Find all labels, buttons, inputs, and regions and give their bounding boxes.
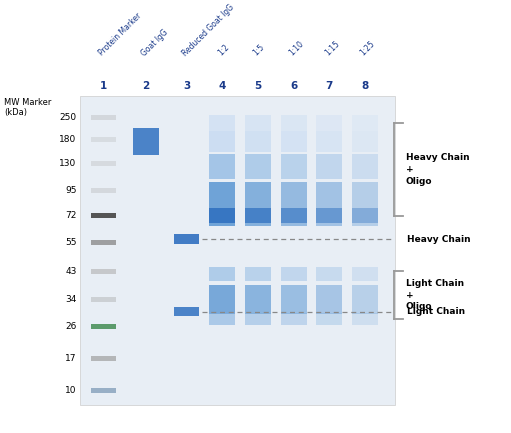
FancyBboxPatch shape	[245, 182, 271, 226]
Text: 1:2: 1:2	[216, 43, 231, 58]
FancyBboxPatch shape	[245, 267, 271, 281]
FancyBboxPatch shape	[210, 182, 236, 226]
Text: 72: 72	[65, 211, 77, 220]
Text: Heavy Chain: Heavy Chain	[407, 235, 471, 244]
Text: 1:25: 1:25	[358, 39, 377, 58]
FancyBboxPatch shape	[316, 115, 342, 131]
FancyBboxPatch shape	[245, 154, 271, 179]
FancyBboxPatch shape	[90, 297, 115, 302]
Text: 43: 43	[65, 267, 77, 276]
Text: 4: 4	[219, 81, 226, 91]
FancyBboxPatch shape	[352, 131, 378, 152]
FancyBboxPatch shape	[352, 115, 378, 131]
Text: 6: 6	[290, 81, 297, 91]
FancyBboxPatch shape	[210, 154, 236, 179]
FancyBboxPatch shape	[245, 208, 271, 223]
Text: 250: 250	[59, 113, 77, 122]
FancyBboxPatch shape	[90, 115, 115, 120]
FancyBboxPatch shape	[281, 131, 307, 152]
Text: 8: 8	[361, 81, 368, 91]
FancyBboxPatch shape	[245, 115, 271, 131]
FancyBboxPatch shape	[80, 96, 396, 405]
Text: Light Chain: Light Chain	[407, 307, 465, 317]
Text: 10: 10	[65, 386, 77, 395]
FancyBboxPatch shape	[174, 235, 199, 244]
FancyBboxPatch shape	[90, 187, 115, 193]
FancyBboxPatch shape	[281, 267, 307, 281]
FancyBboxPatch shape	[90, 269, 115, 274]
Text: 180: 180	[59, 135, 77, 144]
Text: 1:5: 1:5	[252, 43, 267, 58]
Text: 7: 7	[326, 81, 333, 91]
FancyBboxPatch shape	[352, 267, 378, 281]
Text: Reduced Goat IgG: Reduced Goat IgG	[180, 3, 236, 58]
FancyBboxPatch shape	[90, 161, 115, 166]
FancyBboxPatch shape	[281, 154, 307, 179]
FancyBboxPatch shape	[316, 285, 342, 314]
FancyBboxPatch shape	[133, 128, 159, 155]
FancyBboxPatch shape	[281, 208, 307, 223]
FancyBboxPatch shape	[352, 285, 378, 314]
Text: 95: 95	[65, 186, 77, 194]
Text: 5: 5	[254, 81, 262, 91]
Text: 3: 3	[183, 81, 191, 91]
FancyBboxPatch shape	[245, 313, 271, 325]
FancyBboxPatch shape	[281, 285, 307, 314]
FancyBboxPatch shape	[245, 131, 271, 152]
Text: 130: 130	[59, 159, 77, 168]
Text: 1: 1	[100, 81, 107, 91]
FancyBboxPatch shape	[210, 285, 236, 314]
FancyBboxPatch shape	[316, 313, 342, 325]
FancyBboxPatch shape	[90, 388, 115, 393]
Text: 17: 17	[65, 354, 77, 363]
Text: Light Chain
+
Oligo: Light Chain + Oligo	[406, 279, 464, 311]
FancyBboxPatch shape	[210, 131, 236, 152]
FancyBboxPatch shape	[90, 240, 115, 245]
Text: 1:15: 1:15	[323, 39, 341, 58]
Text: 1:10: 1:10	[287, 39, 306, 58]
FancyBboxPatch shape	[210, 115, 236, 131]
FancyBboxPatch shape	[90, 324, 115, 329]
FancyBboxPatch shape	[174, 307, 199, 317]
FancyBboxPatch shape	[352, 208, 378, 223]
FancyBboxPatch shape	[316, 131, 342, 152]
FancyBboxPatch shape	[210, 267, 236, 281]
Text: Heavy Chain
+
Oligo: Heavy Chain + Oligo	[406, 153, 470, 186]
FancyBboxPatch shape	[281, 182, 307, 226]
FancyBboxPatch shape	[352, 313, 378, 325]
FancyBboxPatch shape	[210, 313, 236, 325]
FancyBboxPatch shape	[210, 208, 236, 223]
FancyBboxPatch shape	[316, 208, 342, 223]
Text: 2: 2	[143, 81, 150, 91]
FancyBboxPatch shape	[90, 137, 115, 142]
FancyBboxPatch shape	[90, 356, 115, 361]
FancyBboxPatch shape	[245, 285, 271, 314]
FancyBboxPatch shape	[352, 182, 378, 226]
FancyBboxPatch shape	[90, 213, 115, 218]
FancyBboxPatch shape	[281, 115, 307, 131]
Text: 55: 55	[65, 238, 77, 247]
Text: Protein Marker: Protein Marker	[97, 12, 143, 58]
FancyBboxPatch shape	[316, 182, 342, 226]
Text: Goat IgG: Goat IgG	[140, 28, 170, 58]
Text: MW Marker
(kDa): MW Marker (kDa)	[4, 98, 51, 117]
Text: 34: 34	[65, 295, 77, 304]
FancyBboxPatch shape	[316, 154, 342, 179]
Text: 26: 26	[65, 322, 77, 331]
FancyBboxPatch shape	[316, 267, 342, 281]
FancyBboxPatch shape	[281, 313, 307, 325]
FancyBboxPatch shape	[352, 154, 378, 179]
